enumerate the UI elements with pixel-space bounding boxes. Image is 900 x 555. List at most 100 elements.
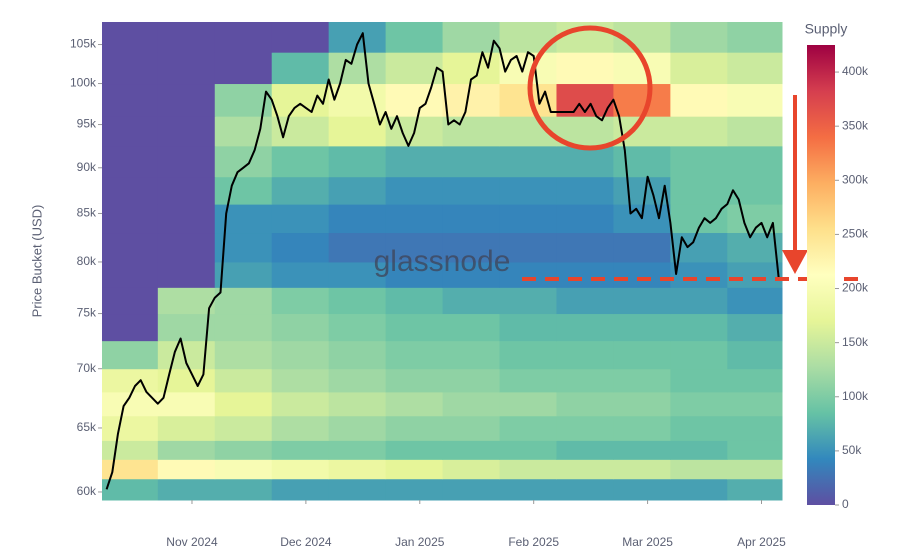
heatmap-cell bbox=[613, 478, 671, 501]
heatmap-cell bbox=[328, 116, 387, 147]
heatmap-cell bbox=[556, 440, 614, 460]
highlight-circle bbox=[527, 25, 653, 151]
heatmap-cell bbox=[102, 459, 159, 480]
heatmap-cell bbox=[271, 340, 330, 370]
heatmap-cell bbox=[328, 261, 387, 288]
heatmap-cell bbox=[271, 313, 330, 342]
x-tick-label: Nov 2024 bbox=[166, 535, 218, 549]
heatmap-cell bbox=[102, 261, 159, 288]
heatmap-cell bbox=[442, 22, 501, 53]
heatmap-cell bbox=[385, 204, 444, 234]
heatmap-cell bbox=[214, 368, 273, 393]
heatmap-cell bbox=[727, 232, 783, 263]
heatmap-cell bbox=[385, 145, 444, 178]
heatmap-cell bbox=[670, 478, 728, 501]
heatmap-cell bbox=[442, 368, 501, 393]
heatmap-cell bbox=[214, 116, 273, 147]
heatmap-cell bbox=[613, 313, 671, 342]
colorbar-tick-label: 150k bbox=[842, 335, 869, 349]
heatmap-cell bbox=[328, 391, 387, 417]
heatmap-cell bbox=[157, 145, 216, 178]
heatmap-cell bbox=[102, 340, 159, 370]
heatmap-cell bbox=[499, 340, 557, 370]
x-tick-label: Mar 2025 bbox=[622, 535, 673, 549]
heatmap-cell bbox=[613, 368, 671, 393]
heatmap-cell bbox=[670, 287, 728, 315]
heatmap-cell bbox=[556, 287, 614, 315]
heatmap-cell bbox=[613, 145, 671, 178]
heatmap-cell bbox=[271, 232, 330, 263]
x-tick-label: Dec 2024 bbox=[280, 535, 332, 549]
heatmap-cell bbox=[271, 478, 330, 501]
heatmap-cell bbox=[271, 459, 330, 480]
heatmap-cell bbox=[214, 287, 273, 315]
y-axis-title: Price Bucket (USD) bbox=[29, 205, 44, 318]
heatmap-cell bbox=[727, 415, 783, 441]
heatmap-cell bbox=[556, 52, 614, 85]
heatmap-cell bbox=[385, 22, 444, 53]
heatmap-cell bbox=[556, 204, 614, 234]
heatmap-cell bbox=[385, 83, 444, 117]
heatmap-cell bbox=[727, 440, 783, 460]
heatmap-cell bbox=[727, 478, 783, 501]
heatmap-cell bbox=[271, 145, 330, 178]
heatmap-cell bbox=[271, 415, 330, 441]
heatmap-cell bbox=[385, 478, 444, 501]
heatmap-cell bbox=[271, 52, 330, 85]
heatmap-cell bbox=[102, 232, 159, 263]
heatmap-cell bbox=[157, 478, 216, 501]
heatmap-cell bbox=[271, 176, 330, 205]
heatmap-cell bbox=[214, 440, 273, 460]
x-tick-label: Apr 2025 bbox=[737, 535, 786, 549]
heatmap-cell bbox=[157, 52, 216, 85]
heatmap-cell bbox=[442, 459, 501, 480]
heatmap-cell bbox=[214, 204, 273, 234]
heatmap-cell bbox=[385, 415, 444, 441]
heatmap-cell bbox=[328, 340, 387, 370]
heatmap-cell bbox=[328, 232, 387, 263]
heatmap-cell bbox=[442, 83, 501, 117]
heatmap-cell bbox=[670, 391, 728, 417]
heatmap-cell bbox=[102, 22, 159, 53]
heatmap-cell bbox=[328, 52, 387, 85]
heatmap-cell bbox=[157, 176, 216, 205]
heatmap-cell bbox=[613, 340, 671, 370]
heatmap-cell bbox=[556, 391, 614, 417]
heatmap bbox=[102, 22, 783, 501]
heatmap-cell bbox=[613, 83, 671, 117]
heatmap-cell bbox=[328, 440, 387, 460]
heatmap-cell bbox=[727, 391, 783, 417]
heatmap-cell bbox=[499, 145, 557, 178]
price-line-layer bbox=[105, 32, 780, 490]
heatmap-cell bbox=[385, 440, 444, 460]
heatmap-cell bbox=[271, 204, 330, 234]
heatmap-cell bbox=[727, 340, 783, 370]
heatmap-cell bbox=[102, 313, 159, 342]
heatmap-cell bbox=[157, 261, 216, 288]
heatmap-cell bbox=[328, 22, 387, 53]
y-tick-label: 75k bbox=[77, 306, 97, 320]
heatmap-cell bbox=[727, 261, 783, 288]
heatmap-cell bbox=[157, 287, 216, 315]
y-tick-label: 105k bbox=[70, 37, 97, 51]
heatmap-cell bbox=[442, 261, 501, 288]
heatmap-cell bbox=[271, 391, 330, 417]
y-tick-label: 80k bbox=[77, 254, 97, 268]
heatmap-cell bbox=[328, 145, 387, 178]
heatmap-cell bbox=[613, 261, 671, 288]
heatmap-cell bbox=[385, 391, 444, 417]
heatmap-cell bbox=[102, 478, 159, 501]
heatmap-cell bbox=[385, 261, 444, 288]
heatmap-cell bbox=[670, 340, 728, 370]
heatmap-cell bbox=[157, 459, 216, 480]
heatmap-cell bbox=[157, 83, 216, 117]
heatmap-cell bbox=[556, 145, 614, 178]
heatmap-cell bbox=[727, 145, 783, 178]
heatmap-cell bbox=[102, 176, 159, 205]
heatmap-cell bbox=[670, 261, 728, 288]
heatmap-cell bbox=[157, 368, 216, 393]
heatmap-cell bbox=[102, 368, 159, 393]
heatmap-cell bbox=[727, 22, 783, 53]
heatmap-cell bbox=[102, 287, 159, 315]
colorbar-tick-label: 100k bbox=[842, 389, 869, 403]
